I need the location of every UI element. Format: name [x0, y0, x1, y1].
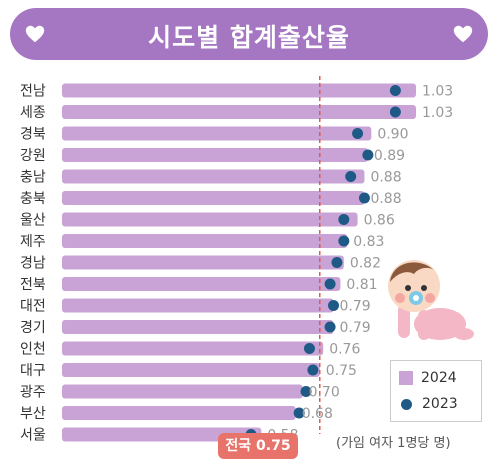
- category-label: 경기: [20, 320, 46, 336]
- dot-2023: [303, 343, 315, 354]
- dot-2023: [345, 171, 357, 182]
- value-label: 0.88: [370, 170, 401, 186]
- baby-illustration: [388, 260, 474, 340]
- value-label: 0.79: [340, 299, 371, 315]
- bar-2024: [62, 234, 348, 248]
- category-label: 대전: [20, 299, 46, 315]
- dot-2023: [352, 128, 364, 139]
- dot-2023: [338, 214, 350, 225]
- bar-2024: [62, 298, 334, 313]
- national-average-badge: 전국 0.75: [218, 433, 298, 459]
- value-label: 1.03: [422, 105, 453, 121]
- value-label: 0.86: [364, 213, 395, 229]
- category-label: 부산: [20, 406, 46, 422]
- dot-2023: [300, 386, 312, 397]
- chart-title: 시도별 합계출산율: [148, 23, 350, 52]
- bar-2024: [62, 126, 372, 141]
- bar-2024: [62, 83, 416, 98]
- category-label: 충북: [20, 191, 46, 207]
- legend-item-2024: 2024: [399, 368, 457, 388]
- legend-label-2023: 2023: [422, 396, 458, 412]
- heart-icon: [25, 25, 45, 43]
- category-label: 전남: [20, 84, 46, 100]
- bar-2024: [62, 363, 320, 377]
- bar-2024: [62, 277, 341, 291]
- value-label: 0.88: [370, 191, 401, 207]
- bar-2024: [62, 212, 358, 227]
- value-label: 0.81: [346, 277, 377, 293]
- value-label: 0.82: [350, 256, 381, 272]
- bar-2024: [62, 255, 344, 270]
- value-label: 0.83: [353, 234, 384, 250]
- legend-marker-2023: [401, 398, 412, 410]
- dot-2023: [324, 278, 336, 290]
- dot-2023: [338, 235, 350, 247]
- category-label: 경북: [20, 127, 46, 143]
- dot-2023: [389, 85, 401, 96]
- bar-2024: [62, 169, 365, 184]
- bar-2024: [62, 191, 365, 205]
- value-label: 0.90: [377, 127, 408, 143]
- bar-2024: [62, 320, 334, 334]
- legend-swatch-2024: [399, 371, 413, 385]
- category-label: 울산: [20, 213, 46, 229]
- value-label: 0.79: [340, 320, 371, 336]
- category-label: 경남: [20, 256, 46, 272]
- value-label: 0.75: [326, 363, 357, 379]
- value-label: 0.76: [329, 342, 360, 358]
- chart-legend: 2024 2023: [390, 360, 482, 422]
- value-label: 1.03: [422, 84, 453, 100]
- category-label: 충남: [20, 170, 46, 186]
- dot-2023: [293, 407, 305, 419]
- bar-2024: [62, 427, 262, 442]
- value-label: 0.89: [374, 148, 405, 164]
- bar-2024: [62, 341, 324, 356]
- bar-2024: [62, 105, 416, 119]
- legend-item-2023: 2023: [399, 394, 458, 414]
- category-label: 강원: [20, 148, 46, 164]
- dot-2023: [362, 149, 374, 161]
- bar-2024: [62, 406, 296, 420]
- value-label: 0.68: [302, 406, 333, 422]
- dot-2023: [358, 192, 370, 204]
- dot-2023: [328, 300, 340, 311]
- bar-2024: [62, 384, 303, 399]
- legend-label-2024: 2024: [421, 370, 457, 386]
- dot-2023: [324, 321, 336, 333]
- category-label: 광주: [20, 385, 46, 401]
- unit-note: (가임 여자 1명당 명): [336, 436, 451, 451]
- dot-2023: [389, 106, 401, 118]
- dot-2023: [307, 364, 319, 376]
- heart-icon: [453, 25, 473, 43]
- category-label: 전북: [20, 277, 46, 293]
- dot-2023: [331, 257, 343, 268]
- category-label: 세종: [20, 105, 46, 121]
- category-label: 제주: [20, 234, 46, 250]
- category-label: 대구: [20, 363, 46, 379]
- bar-2024: [62, 148, 368, 162]
- value-label: 0.70: [309, 385, 340, 401]
- category-label: 인천: [20, 342, 46, 358]
- title-banner: 시도별 합계출산율: [10, 8, 488, 60]
- category-label: 서울: [20, 428, 46, 444]
